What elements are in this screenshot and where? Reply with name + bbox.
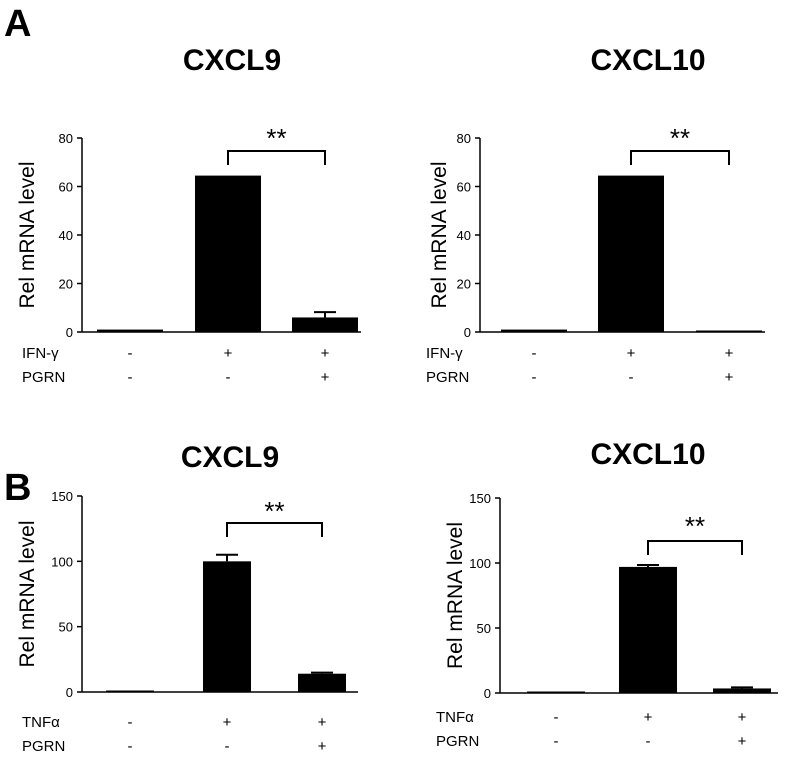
significance-label: ** <box>685 511 705 541</box>
y-tick-label: 20 <box>59 277 73 292</box>
treatment-symbol: - <box>629 369 634 386</box>
treatment-name: TNFα <box>436 709 474 726</box>
bar <box>106 690 154 692</box>
treatment-symbol: - <box>532 345 537 362</box>
y-tick-label: 80 <box>457 131 471 146</box>
chart-title: CXCL10 <box>590 44 705 77</box>
treatment-symbol: - <box>128 369 133 386</box>
treatment-symbol: + <box>318 714 327 731</box>
treatment-symbol: - <box>128 714 133 731</box>
y-tick-label: 20 <box>457 277 471 292</box>
bar <box>713 688 771 693</box>
treatment-symbol: - <box>532 369 537 386</box>
bar <box>696 330 762 332</box>
y-tick-label: 0 <box>66 325 73 340</box>
treatment-symbol: + <box>321 345 330 362</box>
treatment-symbol: + <box>318 738 327 755</box>
chart-title: CXCL9 <box>181 441 279 474</box>
y-axis-label: Rel mRNA level <box>16 520 39 667</box>
y-tick-label: 80 <box>59 131 73 146</box>
treatment-name: PGRN <box>436 733 479 750</box>
significance-label: ** <box>670 123 690 153</box>
significance-bracket <box>647 540 743 555</box>
y-tick-label: 150 <box>469 491 491 506</box>
treatment-symbol: - <box>225 738 230 755</box>
bar <box>527 691 585 693</box>
significance-bracket <box>226 522 323 537</box>
y-axis-label: Rel mRNA level <box>16 161 39 308</box>
bar <box>298 673 346 692</box>
treatment-symbol: - <box>128 738 133 755</box>
y-tick-label: 100 <box>469 556 491 571</box>
treatment-name: PGRN <box>426 369 469 386</box>
treatment-name: PGRN <box>22 738 65 755</box>
treatment-symbol: - <box>128 345 133 362</box>
y-tick-label: 60 <box>59 180 73 195</box>
bar <box>195 175 261 332</box>
treatment-symbol: + <box>738 733 747 750</box>
bar <box>292 317 358 332</box>
treatment-symbol: + <box>627 345 636 362</box>
treatment-symbol: - <box>554 709 559 726</box>
treatment-symbol: + <box>644 709 653 726</box>
charts-container: CXCL9 Rel mRNA level 0 20 40 60 80 ** IFN-γ - + + PG… <box>16 44 778 755</box>
treatment-symbol: + <box>224 345 233 362</box>
treatment-symbol: + <box>223 714 232 731</box>
y-tick-label: 50 <box>477 621 491 636</box>
y-tick-label: 100 <box>51 554 73 569</box>
bar <box>203 561 251 692</box>
bar <box>501 329 567 332</box>
treatment-symbol: + <box>725 345 734 362</box>
treatment-symbol: - <box>646 733 651 750</box>
y-axis-label: Rel mRNA level <box>444 522 467 669</box>
treatment-name: IFN-γ <box>22 345 59 362</box>
y-axis-label: Rel mRNA level <box>428 161 451 308</box>
y-tick-label: 40 <box>59 228 73 243</box>
chart-title: CXCL9 <box>183 44 281 77</box>
panel-label-b: B <box>4 467 31 509</box>
bar <box>619 566 677 693</box>
treatment-symbol: - <box>554 733 559 750</box>
significance-bracket <box>227 150 326 165</box>
significance-label: ** <box>266 123 286 153</box>
chart-title: CXCL10 <box>590 438 705 471</box>
treatment-name: TNFα <box>22 714 60 731</box>
significance-bracket <box>630 150 730 165</box>
y-tick-label: 0 <box>464 325 471 340</box>
y-tick-label: 50 <box>59 620 73 635</box>
y-tick-label: 40 <box>457 228 471 243</box>
y-tick-label: 0 <box>484 686 491 701</box>
y-tick-label: 0 <box>66 685 73 700</box>
panel-label-a: A <box>4 3 31 45</box>
y-tick-label: 150 <box>51 489 73 504</box>
bar <box>598 175 664 332</box>
treatment-symbol: - <box>226 369 231 386</box>
y-tick-label: 60 <box>457 180 471 195</box>
treatment-symbol: + <box>738 709 747 726</box>
significance-label: ** <box>264 496 284 526</box>
treatment-symbol: + <box>725 369 734 386</box>
treatment-name: IFN-γ <box>426 345 463 362</box>
bar <box>97 329 163 332</box>
treatment-symbol: + <box>321 369 330 386</box>
treatment-name: PGRN <box>22 369 65 386</box>
